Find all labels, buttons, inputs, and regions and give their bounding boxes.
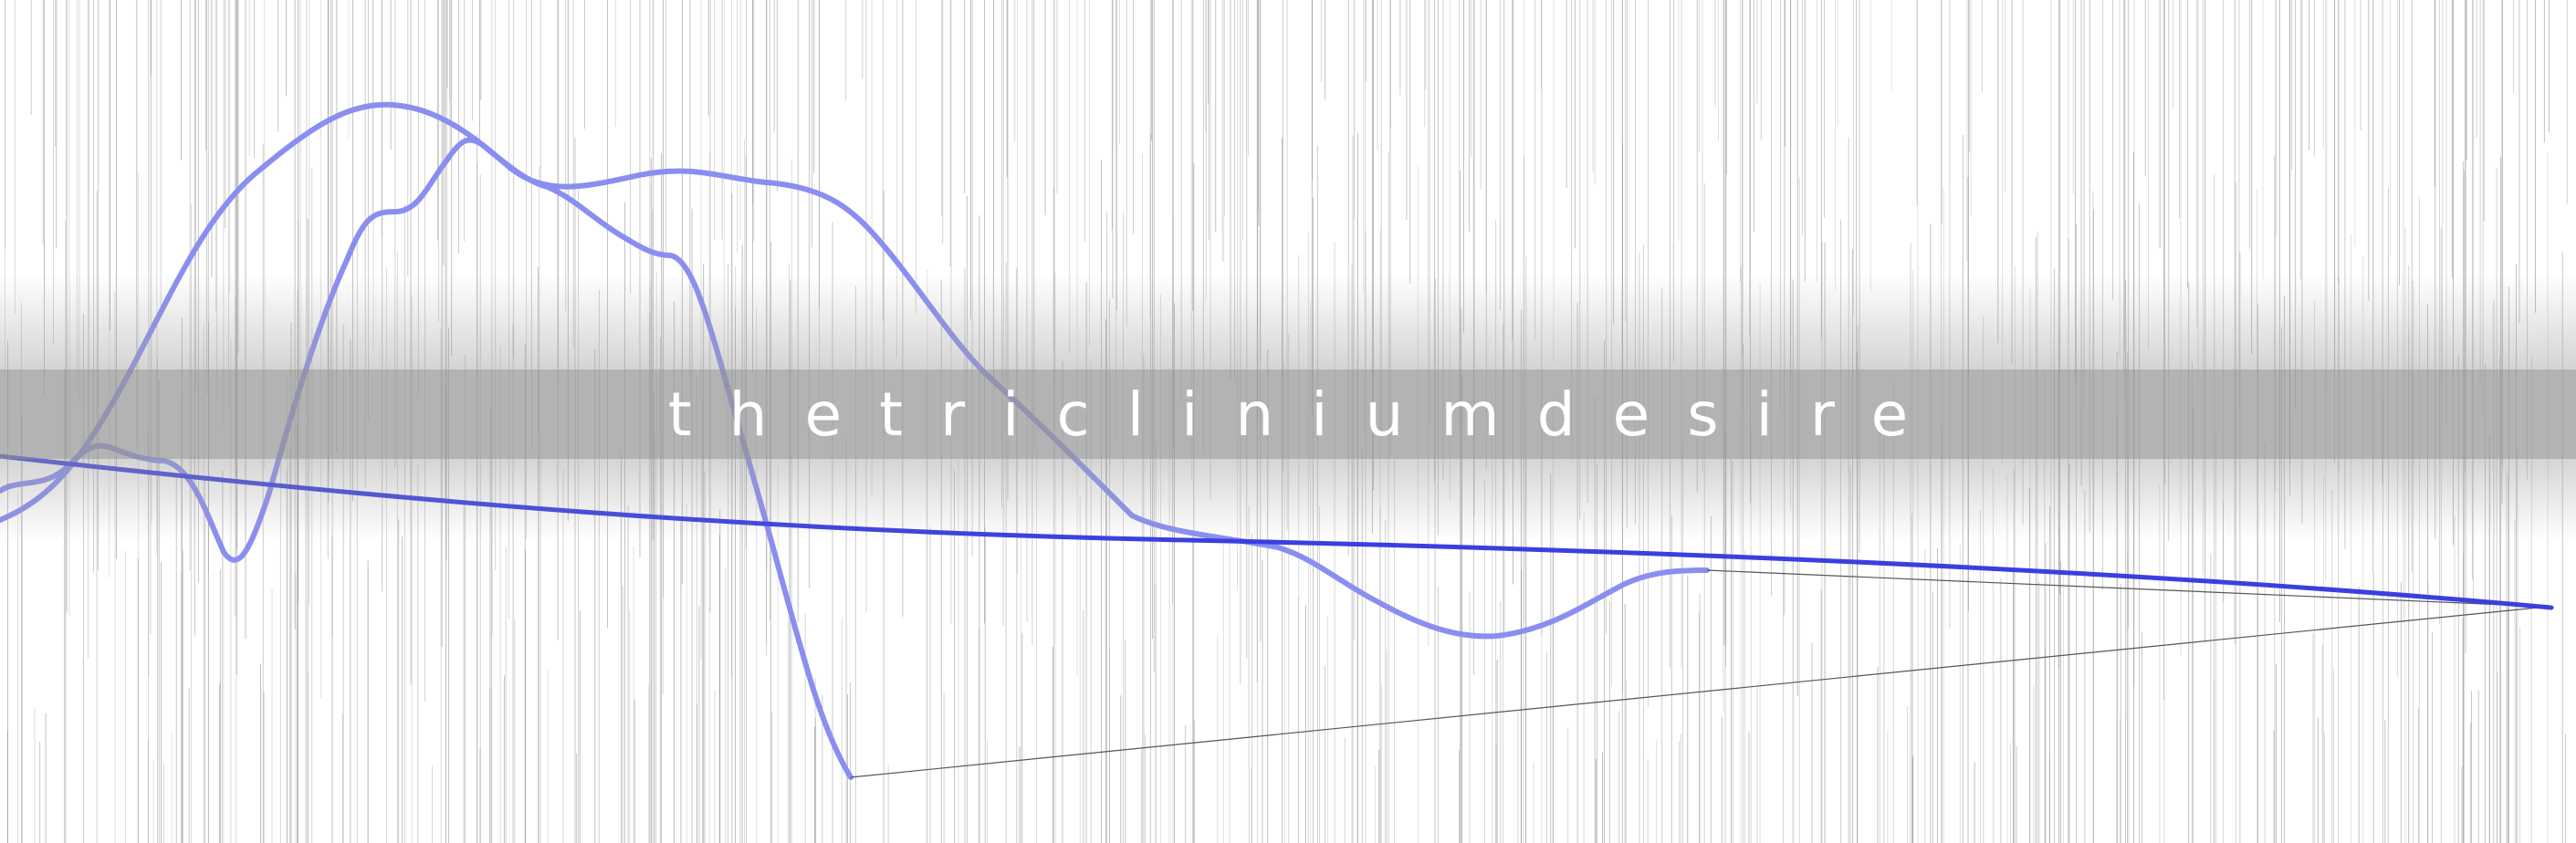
- title-band: [0, 369, 2576, 459]
- connector-thin-lower: [850, 606, 2548, 778]
- wave-curve-large: [0, 101, 1710, 640]
- band-fade-top: [0, 274, 2576, 369]
- vertical-hairlines: [5, 0, 2568, 843]
- band-fade-bottom: [0, 459, 2576, 541]
- page-title: thetricliniumdesire: [667, 379, 1946, 450]
- trend-line: [0, 453, 2554, 610]
- connector-thin-upper: [1706, 569, 2548, 608]
